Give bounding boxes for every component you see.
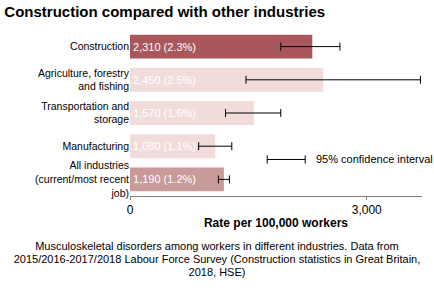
svg-text:2,450 (2.5%): 2,450 (2.5%)	[133, 74, 196, 86]
svg-text:2,310 (2.3%): 2,310 (2.3%)	[133, 41, 196, 53]
svg-text:95% confidence interval: 95% confidence interval	[316, 153, 433, 165]
svg-text:1,190 (1.2%): 1,190 (1.2%)	[133, 173, 196, 185]
svg-text:Construction compared with oth: Construction compared with other industr…	[4, 3, 325, 20]
svg-text:Transportation andstorage: Transportation andstorage	[41, 100, 129, 126]
svg-text:3,000: 3,000	[352, 203, 382, 217]
svg-text:Rate per 100,000 workers: Rate per 100,000 workers	[204, 216, 348, 230]
svg-text:1,080 (1.1%): 1,080 (1.1%)	[133, 140, 196, 152]
html-text:Musculoskeletal disorders amon: Musculoskeletal disorders among workers …	[13, 240, 421, 278]
svg-text:Agriculture, forestryand fishi: Agriculture, forestryand fishing	[38, 67, 130, 93]
svg-text:0: 0	[127, 203, 134, 217]
svg-text:Manufacturing: Manufacturing	[62, 140, 129, 152]
svg-text:All industries(current/most re: All industries(current/most recentjob)	[35, 159, 129, 198]
svg-text:1,570 (1.6%): 1,570 (1.6%)	[133, 107, 196, 119]
svg-text:Construction: Construction	[70, 40, 129, 52]
